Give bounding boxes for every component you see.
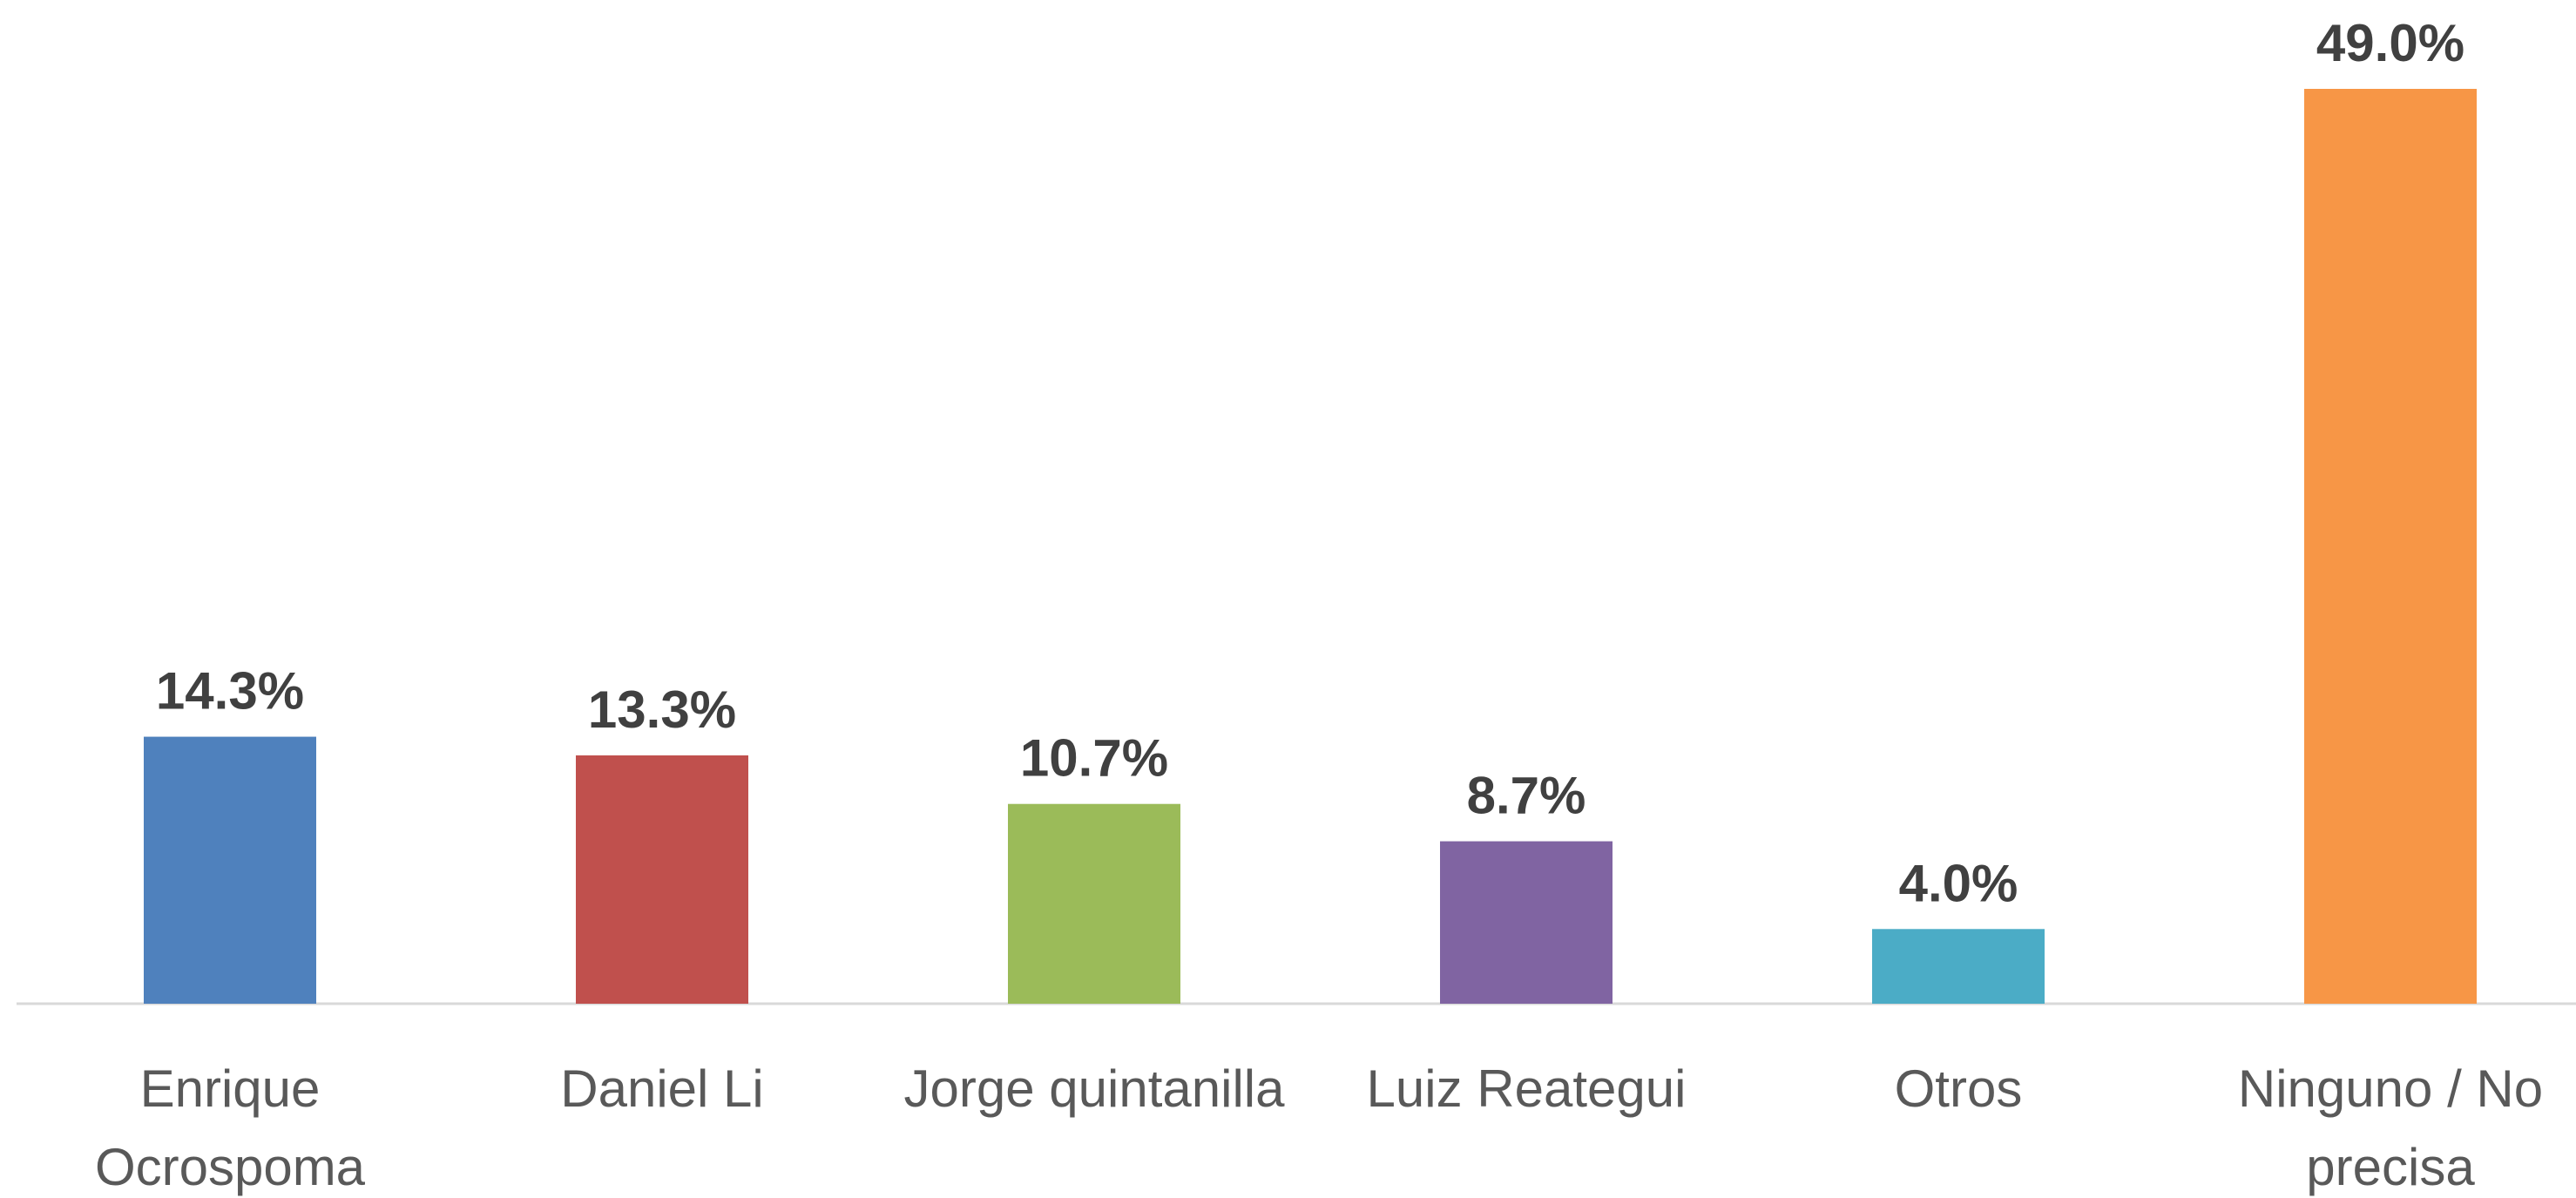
bar: [2304, 89, 2477, 1004]
bar: [576, 755, 748, 1004]
value-label: 4.0%: [1899, 854, 2018, 912]
value-label: 14.3%: [156, 662, 304, 721]
bar: [1872, 929, 2045, 1004]
bar: [1008, 803, 1180, 1004]
x-tick-label: Otros: [1894, 1059, 2023, 1118]
x-tick-label: Luiz Reategui: [1366, 1059, 1687, 1118]
bar: [144, 736, 316, 1004]
value-label: 8.7%: [1467, 767, 1586, 825]
value-label: 13.3%: [588, 680, 736, 739]
x-tick-label: Jorge quintanilla: [903, 1059, 1285, 1118]
x-tick-label: Ninguno / No precisa: [2237, 1059, 2544, 1196]
value-label: 10.7%: [1020, 729, 1168, 788]
bar: [1440, 841, 1613, 1004]
value-label: 49.0%: [2316, 14, 2464, 72]
x-tick-label: Daniel Li: [560, 1059, 764, 1118]
x-tick-label: Enrique Ocrospoma: [94, 1059, 366, 1196]
